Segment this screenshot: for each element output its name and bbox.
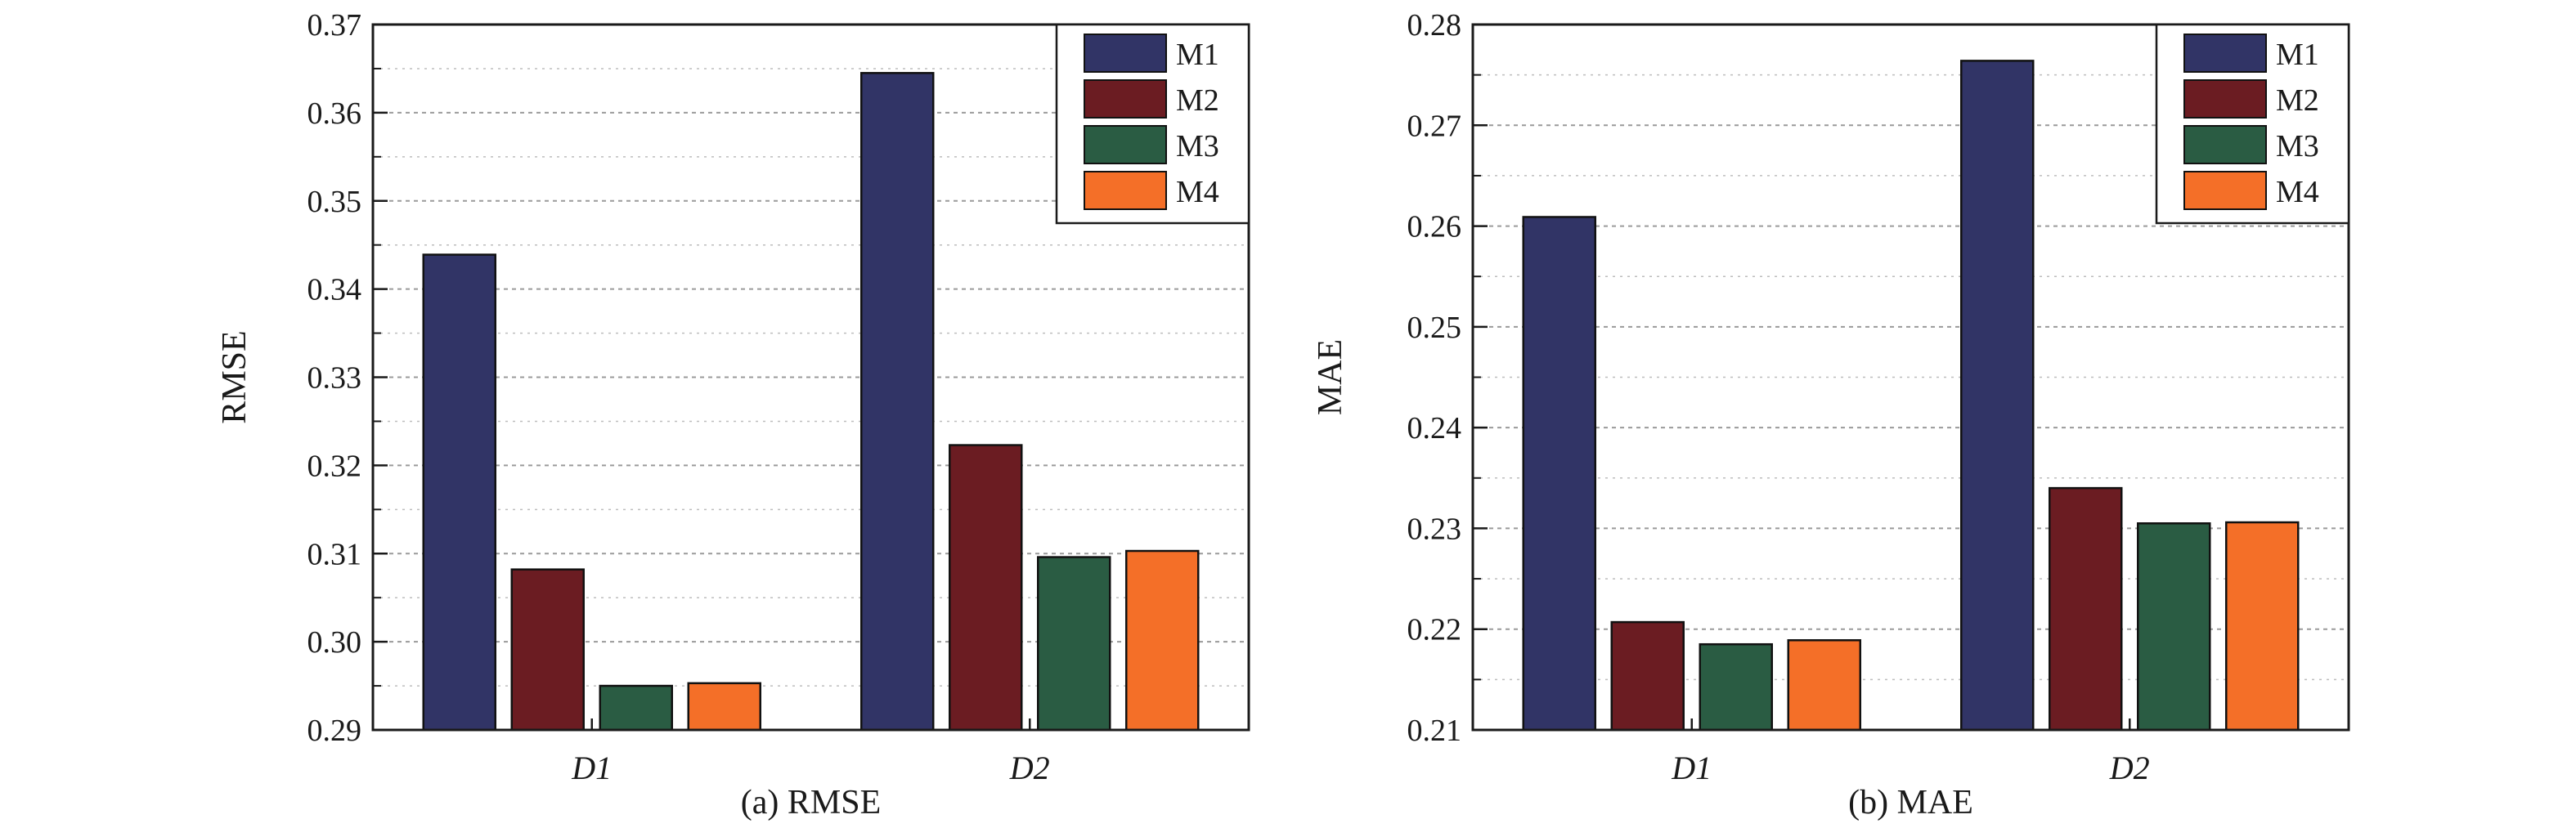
- legend-swatch-m3: [2183, 125, 2267, 164]
- legend-label-m4: M4: [2276, 175, 2319, 209]
- panel-caption: (b) MAE: [1848, 784, 1973, 821]
- bar-m3-d2: [1037, 556, 1111, 732]
- bar-m1-d1: [1522, 216, 1596, 732]
- x-tick-label: D2: [1009, 750, 1050, 786]
- bar-m4-d2: [1125, 549, 1200, 732]
- y-tick-label: 0.35: [307, 185, 362, 219]
- bar-m1-d2: [860, 72, 935, 732]
- legend-swatch-m4: [2183, 171, 2267, 210]
- legend: M1 M2 M3 M4: [1055, 23, 1250, 225]
- y-tick-label: 0.30: [307, 625, 362, 660]
- legend-label-m3: M3: [2276, 129, 2319, 163]
- legend-label-m1: M1: [1176, 38, 1219, 72]
- y-tick-label: 0.27: [1407, 109, 1462, 143]
- y-tick-label: 0.37: [307, 8, 362, 43]
- y-tick-label: 0.25: [1407, 311, 1462, 345]
- legend-swatch-m1: [1084, 34, 1167, 73]
- bar-m2-d2: [949, 444, 1023, 732]
- mae-chart-panel: 0.21 0.22 0.23 0.24 0.25 0.26 0.27 0.28 D1 D2 MAE (…: [1312, 8, 2350, 821]
- rmse-chart-panel: 0.29 0.30 0.31 0.32 0.33 0.34 0.35 0.36 0.37 D1 D2…: [216, 8, 1250, 821]
- y-axis-label: RMSE: [216, 330, 254, 423]
- legend-label-m2: M2: [1176, 83, 1219, 118]
- bar-m2-d1: [1610, 620, 1685, 732]
- legend-swatch-m2: [1084, 79, 1167, 119]
- y-tick-label: 0.36: [307, 96, 362, 131]
- axes-frame: [371, 23, 1250, 732]
- legend-swatch-m3: [1084, 125, 1167, 164]
- y-tick-label: 0.29: [307, 714, 362, 748]
- axes-frame: [1471, 23, 2350, 732]
- bar-m3-d1: [1699, 642, 1773, 732]
- y-tick-label: 0.33: [307, 361, 362, 396]
- y-tick-label: 0.34: [307, 273, 362, 307]
- y-tick-label: 0.28: [1407, 8, 1462, 43]
- y-tick-label: 0.26: [1407, 210, 1462, 244]
- y-tick-label: 0.32: [307, 449, 362, 483]
- legend-label-m4: M4: [1176, 175, 1219, 209]
- bar-m4-d2: [2225, 521, 2300, 732]
- bar-m1-d2: [1960, 60, 2035, 732]
- legend-swatch-m4: [1084, 171, 1167, 210]
- legend-label-m2: M2: [2276, 83, 2319, 118]
- legend-label-m3: M3: [1176, 129, 1219, 163]
- x-tick-label: D2: [2109, 750, 2150, 786]
- y-axis-label: MAE: [1312, 339, 1349, 415]
- bar-m2-d1: [510, 568, 585, 732]
- y-tick-label: 0.21: [1407, 714, 1462, 748]
- x-tick-label: D1: [571, 750, 612, 786]
- bar-m4-d1: [687, 682, 761, 732]
- bar-m4-d1: [1787, 639, 1861, 732]
- x-tick-label: D1: [1671, 750, 1712, 786]
- y-tick-label: 0.22: [1407, 613, 1462, 647]
- bar-m3-d2: [2137, 522, 2211, 732]
- bar-m1-d1: [422, 253, 496, 732]
- legend: M1 M2 M3 M4: [2155, 23, 2350, 225]
- legend-label-m1: M1: [2276, 38, 2319, 72]
- legend-swatch-m2: [2183, 79, 2267, 119]
- y-tick-label: 0.31: [307, 537, 362, 571]
- y-tick-label: 0.23: [1407, 512, 1462, 546]
- bar-m2-d2: [2049, 486, 2123, 732]
- y-tick-label: 0.24: [1407, 411, 1462, 445]
- panel-caption: (a) RMSE: [741, 784, 882, 821]
- bar-m3-d1: [599, 684, 673, 732]
- legend-swatch-m1: [2183, 34, 2267, 73]
